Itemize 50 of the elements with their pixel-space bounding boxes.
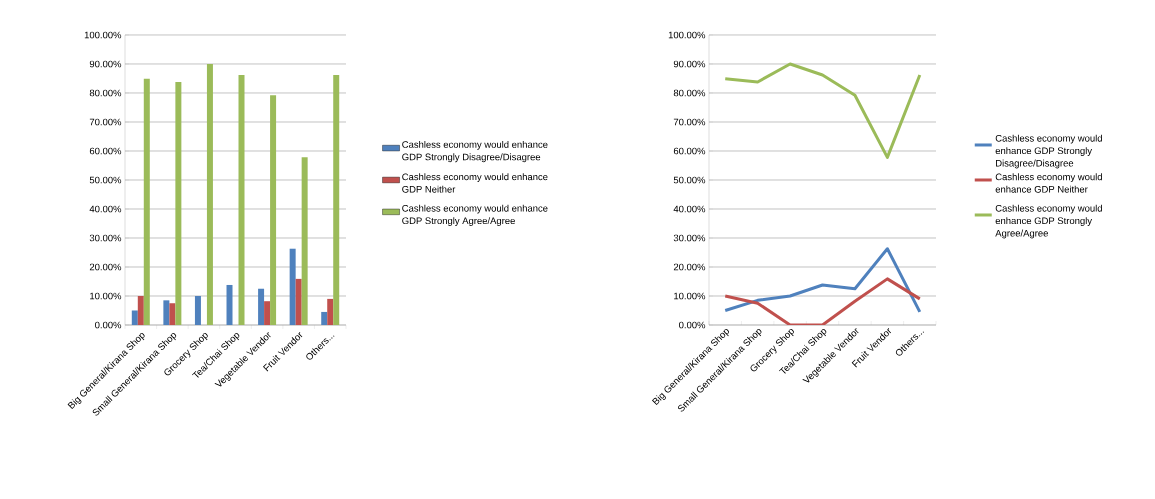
y-tick-label: 20.00% <box>89 263 122 271</box>
y-tick-label: 100.00% <box>668 31 706 39</box>
line-series <box>723 62 922 159</box>
line-series <box>723 277 922 325</box>
y-tick-label: 80.00% <box>89 89 122 97</box>
bar <box>327 298 334 325</box>
y-tick-label: 30.00% <box>89 234 122 242</box>
bar <box>169 303 176 325</box>
bar <box>194 295 201 325</box>
legend-label: Cashless economy would enhance GDP Strongly Disagree/Disagree <box>995 134 1102 169</box>
y-tick-label: 50.00% <box>89 176 122 184</box>
bar <box>163 300 170 325</box>
y-tick-label: 30.00% <box>673 234 706 242</box>
bar <box>270 95 277 325</box>
y-tick-label: 60.00% <box>89 147 122 155</box>
y-tick-label: 0.00% <box>679 321 706 329</box>
bar <box>206 63 213 325</box>
bar <box>226 284 233 325</box>
bar <box>301 157 308 325</box>
legend-label: Cashless economy would enhance GDP Strongly Disagree/Disagree <box>402 140 548 163</box>
bar <box>238 75 245 325</box>
line-series <box>723 247 922 314</box>
y-tick-label: 70.00% <box>89 118 122 126</box>
legend-label: Cashless economy would enhance GDP Strongly Agree/Agree <box>402 204 548 226</box>
y-tick-label: 80.00% <box>673 89 706 97</box>
bar <box>333 75 340 325</box>
legend-label: Cashless economy would enhance GDP Strongly Agree/Agree <box>995 204 1102 239</box>
bar <box>131 310 138 325</box>
bar <box>143 78 150 325</box>
y-tick-label: 90.00% <box>673 60 706 68</box>
bar <box>258 288 265 325</box>
y-tick-label: 10.00% <box>674 292 706 300</box>
y-tick-label: 90.00% <box>89 60 122 68</box>
y-tick-label: 0.00% <box>95 321 122 329</box>
y-tick-label: 10.00% <box>90 292 122 300</box>
y-tick-label: 40.00% <box>673 205 706 213</box>
y-tick-label: 50.00% <box>673 176 706 184</box>
bar <box>137 295 144 325</box>
y-tick-label: 100.00% <box>84 31 122 39</box>
y-tick-label: 40.00% <box>89 205 122 213</box>
y-tick-label: 70.00% <box>673 118 706 126</box>
legend-label: Cashless economy would enhance GDP Neither <box>995 173 1102 193</box>
bar <box>321 311 328 325</box>
bar <box>175 81 182 325</box>
y-tick-label: 60.00% <box>673 147 706 155</box>
y-tick-label: 20.00% <box>673 263 706 271</box>
bar <box>295 278 302 325</box>
legend-label: Cashless economy would enhance GDP Neither <box>402 173 548 193</box>
bar <box>264 301 271 325</box>
bar <box>289 248 296 325</box>
